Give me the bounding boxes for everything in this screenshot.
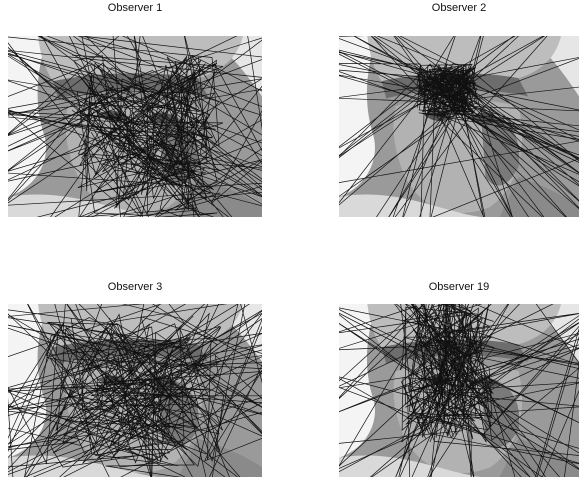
page: Observer 1 Observer 2 Observer 3 Observe… — [0, 0, 582, 477]
panel-title: Observer 3 — [108, 281, 162, 293]
panel-title: Observer 19 — [429, 281, 490, 293]
figure: Observer 1 Observer 2 Observer 3 Observe… — [0, 0, 582, 477]
stimulus-image — [8, 36, 262, 217]
panel-title: Observer 2 — [432, 2, 486, 14]
panel-title: Observer 1 — [108, 2, 162, 14]
